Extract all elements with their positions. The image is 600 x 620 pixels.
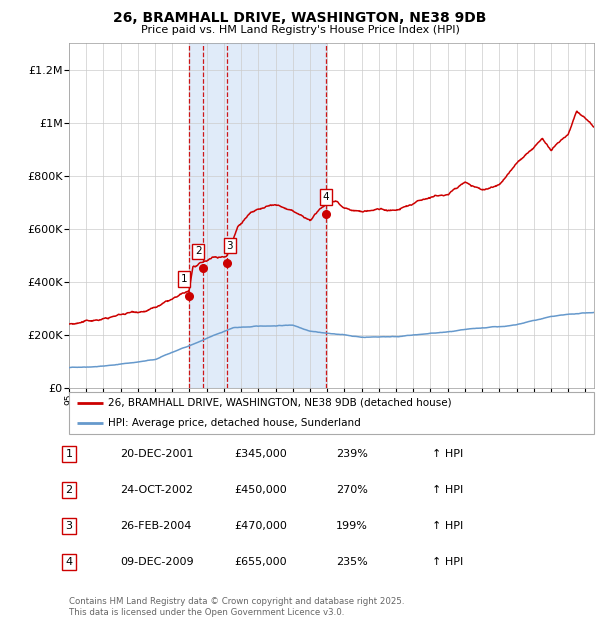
Text: 2: 2: [195, 246, 202, 256]
Text: 26, BRAMHALL DRIVE, WASHINGTON, NE38 9DB: 26, BRAMHALL DRIVE, WASHINGTON, NE38 9DB: [113, 11, 487, 25]
Text: 3: 3: [65, 521, 73, 531]
Text: 20-DEC-2001: 20-DEC-2001: [120, 449, 193, 459]
Text: 1: 1: [65, 449, 73, 459]
Text: 199%: 199%: [336, 521, 368, 531]
Text: ↑ HPI: ↑ HPI: [432, 557, 463, 567]
Text: 4: 4: [323, 192, 329, 202]
Text: Contains HM Land Registry data © Crown copyright and database right 2025.
This d: Contains HM Land Registry data © Crown c…: [69, 598, 404, 617]
Text: 24-OCT-2002: 24-OCT-2002: [120, 485, 193, 495]
Text: £450,000: £450,000: [234, 485, 287, 495]
Text: 235%: 235%: [336, 557, 368, 567]
Text: 1: 1: [181, 274, 187, 284]
FancyBboxPatch shape: [69, 392, 594, 434]
Text: 26, BRAMHALL DRIVE, WASHINGTON, NE38 9DB (detached house): 26, BRAMHALL DRIVE, WASHINGTON, NE38 9DB…: [109, 398, 452, 408]
Text: 26-FEB-2004: 26-FEB-2004: [120, 521, 191, 531]
Text: 239%: 239%: [336, 449, 368, 459]
Text: £655,000: £655,000: [234, 557, 287, 567]
Text: £470,000: £470,000: [234, 521, 287, 531]
Text: £345,000: £345,000: [234, 449, 287, 459]
Text: 2: 2: [65, 485, 73, 495]
Text: Price paid vs. HM Land Registry's House Price Index (HPI): Price paid vs. HM Land Registry's House …: [140, 25, 460, 35]
Text: ↑ HPI: ↑ HPI: [432, 521, 463, 531]
Text: 4: 4: [65, 557, 73, 567]
Text: ↑ HPI: ↑ HPI: [432, 485, 463, 495]
Text: 09-DEC-2009: 09-DEC-2009: [120, 557, 194, 567]
Text: 270%: 270%: [336, 485, 368, 495]
Bar: [189, 43, 326, 388]
Text: HPI: Average price, detached house, Sunderland: HPI: Average price, detached house, Sund…: [109, 418, 361, 428]
Text: 3: 3: [227, 241, 233, 251]
Text: ↑ HPI: ↑ HPI: [432, 449, 463, 459]
